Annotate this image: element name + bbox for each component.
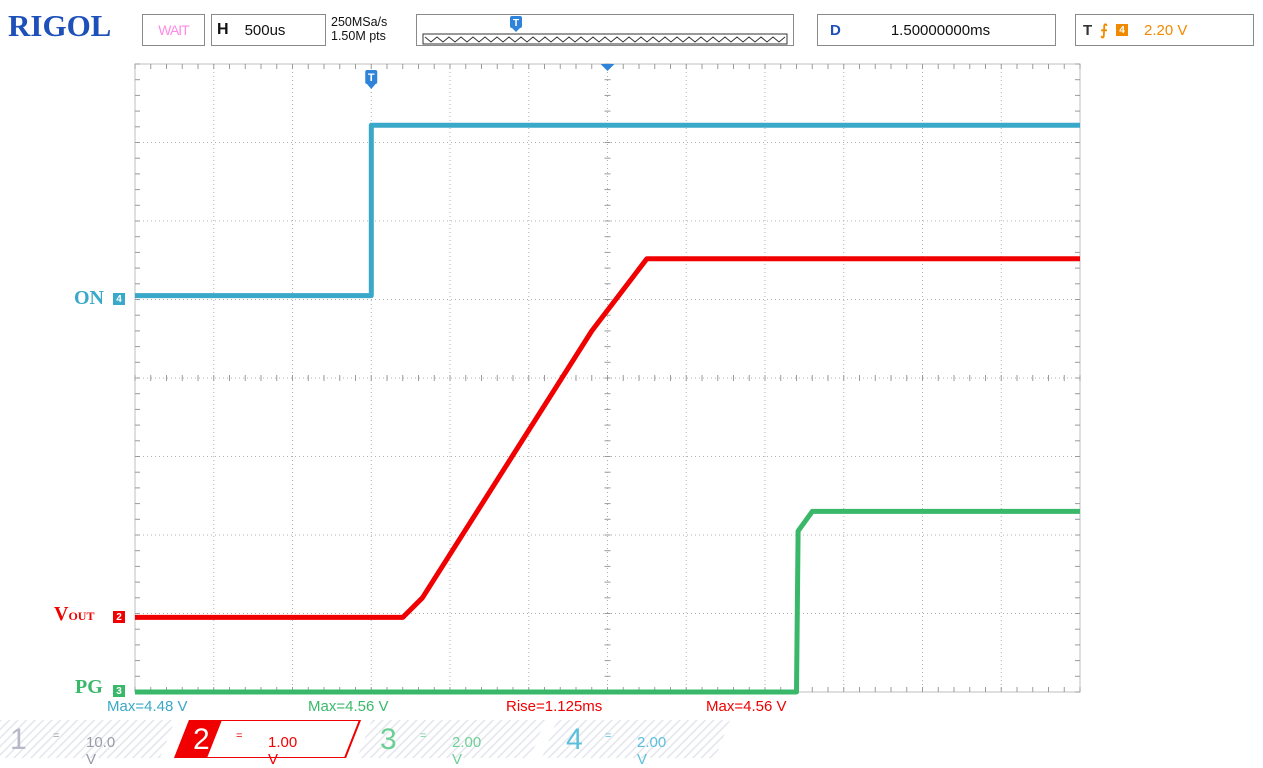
delay-label: D <box>830 21 841 39</box>
trigger-level: 2.20 V <box>1144 21 1188 39</box>
trigger-position-letter: T <box>368 72 375 84</box>
channel-1-number: 1 <box>10 723 27 756</box>
channel-bar: 1 = 10.0 V 2 = 1.00 V 3 = 2.00 V 4 = 2.0… <box>0 720 1263 768</box>
delay-value: 1.50000000ms <box>890 21 991 39</box>
channel-tabs-background <box>0 720 730 758</box>
channel-4-dc-coupling-icon: = <box>605 730 612 742</box>
horizontal-label: H <box>217 21 229 38</box>
channel-3-dc-coupling-icon: = <box>420 730 427 742</box>
acquisition-info: 250MSa/s 1.50M pts <box>331 15 387 43</box>
memory-waveform-icon: T <box>422 16 788 45</box>
channel-2-number: 2 <box>193 723 210 756</box>
rising-edge-icon: ⨍ <box>1100 22 1108 39</box>
measurement-ch2-rise: Rise=1.125ms <box>506 698 603 715</box>
memory-trigger-marker-icon <box>510 16 522 28</box>
channel-4-number: 4 <box>566 723 583 756</box>
channel-1-scale: 10.0 V <box>86 734 116 768</box>
trigger-markers: T <box>365 64 615 89</box>
memory-trigger-letter: T <box>513 18 519 29</box>
measurement-ch2-max: Max=4.56 V <box>706 698 787 715</box>
center-delay-marker-icon <box>600 64 615 71</box>
pg-channel-label: PG <box>75 676 103 698</box>
timebase-value: 500us <box>244 21 286 39</box>
measurement-ch3-max: Max=4.56 V <box>308 698 389 715</box>
channel-1-dc-coupling-icon: = <box>53 730 60 742</box>
trace-vout <box>135 256 1080 620</box>
memory-depth: 1.50M pts <box>331 29 386 43</box>
channel-3-marker[interactable]: 3 <box>113 685 125 697</box>
channel-2-scale: 1.00 V <box>268 734 298 768</box>
channel-4-scale: 2.00 V <box>637 734 667 768</box>
trigger-source-badge: 4 <box>1116 24 1128 36</box>
trigger-position-marker-icon: T <box>365 70 378 89</box>
channel-2-dc-coupling-icon: = <box>236 730 243 742</box>
run-state-indicator[interactable]: WAIT <box>142 14 205 46</box>
memory-overview-bar[interactable]: T <box>416 14 794 46</box>
channel-2-marker[interactable]: 2 <box>113 611 125 623</box>
trace-pg <box>135 508 1080 695</box>
status-bar: RIGOL WAIT H 500us 250MSa/s 1.50M pts T … <box>0 0 1263 58</box>
channel-4-marker[interactable]: 4 <box>113 293 125 305</box>
channel-3-number: 3 <box>380 723 397 756</box>
measurement-ch4-max: Max=4.48 V <box>107 698 188 715</box>
trigger-box[interactable]: T ⨍ 4 2.20 V <box>1075 14 1254 46</box>
trace-on <box>135 122 1080 299</box>
graticule-grid <box>134 63 1081 693</box>
delay-box[interactable]: D 1.50000000ms <box>817 14 1056 46</box>
horizontal-timebase-box[interactable]: H 500us <box>211 14 326 46</box>
brand-logo: RIGOL <box>8 8 112 43</box>
waveform-traces <box>135 122 1080 695</box>
waveform-plot[interactable]: T <box>0 0 1263 720</box>
sample-rate: 250MSa/s <box>331 15 388 29</box>
channel-3-scale: 2.00 V <box>452 734 482 768</box>
waveform-display[interactable]: T ON 4 VOUT 2 PG 3 Max=4.48 V Max=4.56 V… <box>0 0 1263 720</box>
on-channel-label: ON <box>74 287 104 309</box>
trigger-label: T <box>1083 21 1093 39</box>
vout-channel-label: VOUT <box>54 603 95 625</box>
